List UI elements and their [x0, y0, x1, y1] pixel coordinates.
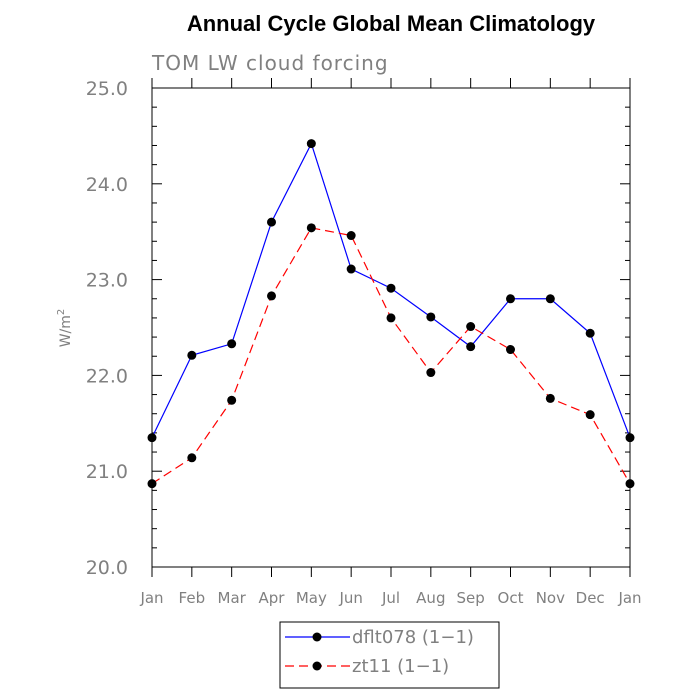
x-tick-label: Oct [498, 589, 524, 607]
data-point [585, 328, 595, 338]
x-tick-label: Apr [259, 589, 286, 607]
x-tick-label: Jun [338, 589, 362, 607]
data-point [267, 291, 276, 301]
data-point [386, 313, 396, 323]
legend-marker [312, 661, 322, 671]
data-point [267, 217, 276, 227]
y-axis-label-group: W/m2 [56, 309, 74, 348]
series-1 [147, 139, 635, 443]
data-point [506, 294, 515, 304]
y-tick-label: 23.0 [86, 270, 128, 292]
data-point [426, 312, 436, 322]
series-line [151, 227, 631, 485]
plot-frame [151, 87, 631, 568]
x-tick-label: May [296, 589, 327, 607]
legend: dflt078 (1−1) zt11 (1−1) [279, 621, 500, 689]
data-point [545, 294, 555, 304]
data-point [466, 322, 476, 332]
data-point [187, 453, 197, 463]
ticks-layer: 20.0 21.0 22.0 23.0 24.0 25.0 Jan Feb Mar Apr May J… [86, 78, 642, 607]
y-tick-label: 24.0 [86, 174, 128, 196]
data-point [466, 342, 476, 352]
y-tick-label: 22.0 [86, 365, 128, 387]
x-tick-label: Jan [617, 589, 641, 607]
chart-subtitle: TOM LW cloud forcing [151, 51, 389, 75]
data-point [227, 395, 237, 405]
x-tick-label: Jan [139, 589, 163, 607]
data-point [227, 339, 237, 349]
data-point [187, 350, 197, 360]
series-2 [147, 223, 635, 489]
data-point [506, 345, 515, 355]
data-point [346, 264, 356, 274]
series-layer [147, 139, 635, 489]
data-point [545, 393, 555, 403]
x-tick-label: Feb [179, 589, 206, 607]
x-tick-label: Mar [218, 589, 247, 607]
legend-marker [312, 632, 322, 642]
data-point [585, 410, 595, 420]
y-axis-label: W/m2 [56, 309, 74, 348]
data-point [426, 368, 436, 378]
legend-label: zt11 (1−1) [352, 656, 449, 677]
x-tick-label: Sep [457, 589, 485, 607]
x-tick-label: Dec [576, 589, 605, 607]
y-axis-label-unit: W/m [58, 315, 74, 347]
x-tick-label: Nov [536, 589, 565, 607]
x-tick-label: Jul [381, 589, 400, 607]
legend-label: dflt078 (1−1) [352, 627, 474, 648]
data-point [386, 283, 396, 293]
data-point [346, 231, 356, 241]
data-point [306, 223, 316, 233]
y-axis-label-superscript: 2 [56, 309, 67, 315]
y-tick-label: 20.0 [86, 557, 128, 579]
y-tick-label: 21.0 [86, 461, 128, 483]
data-point [306, 139, 316, 149]
chart-title: Annual Cycle Global Mean Climatology [187, 11, 596, 36]
y-tick-label: 25.0 [86, 78, 128, 100]
x-tick-label: Aug [416, 589, 445, 607]
